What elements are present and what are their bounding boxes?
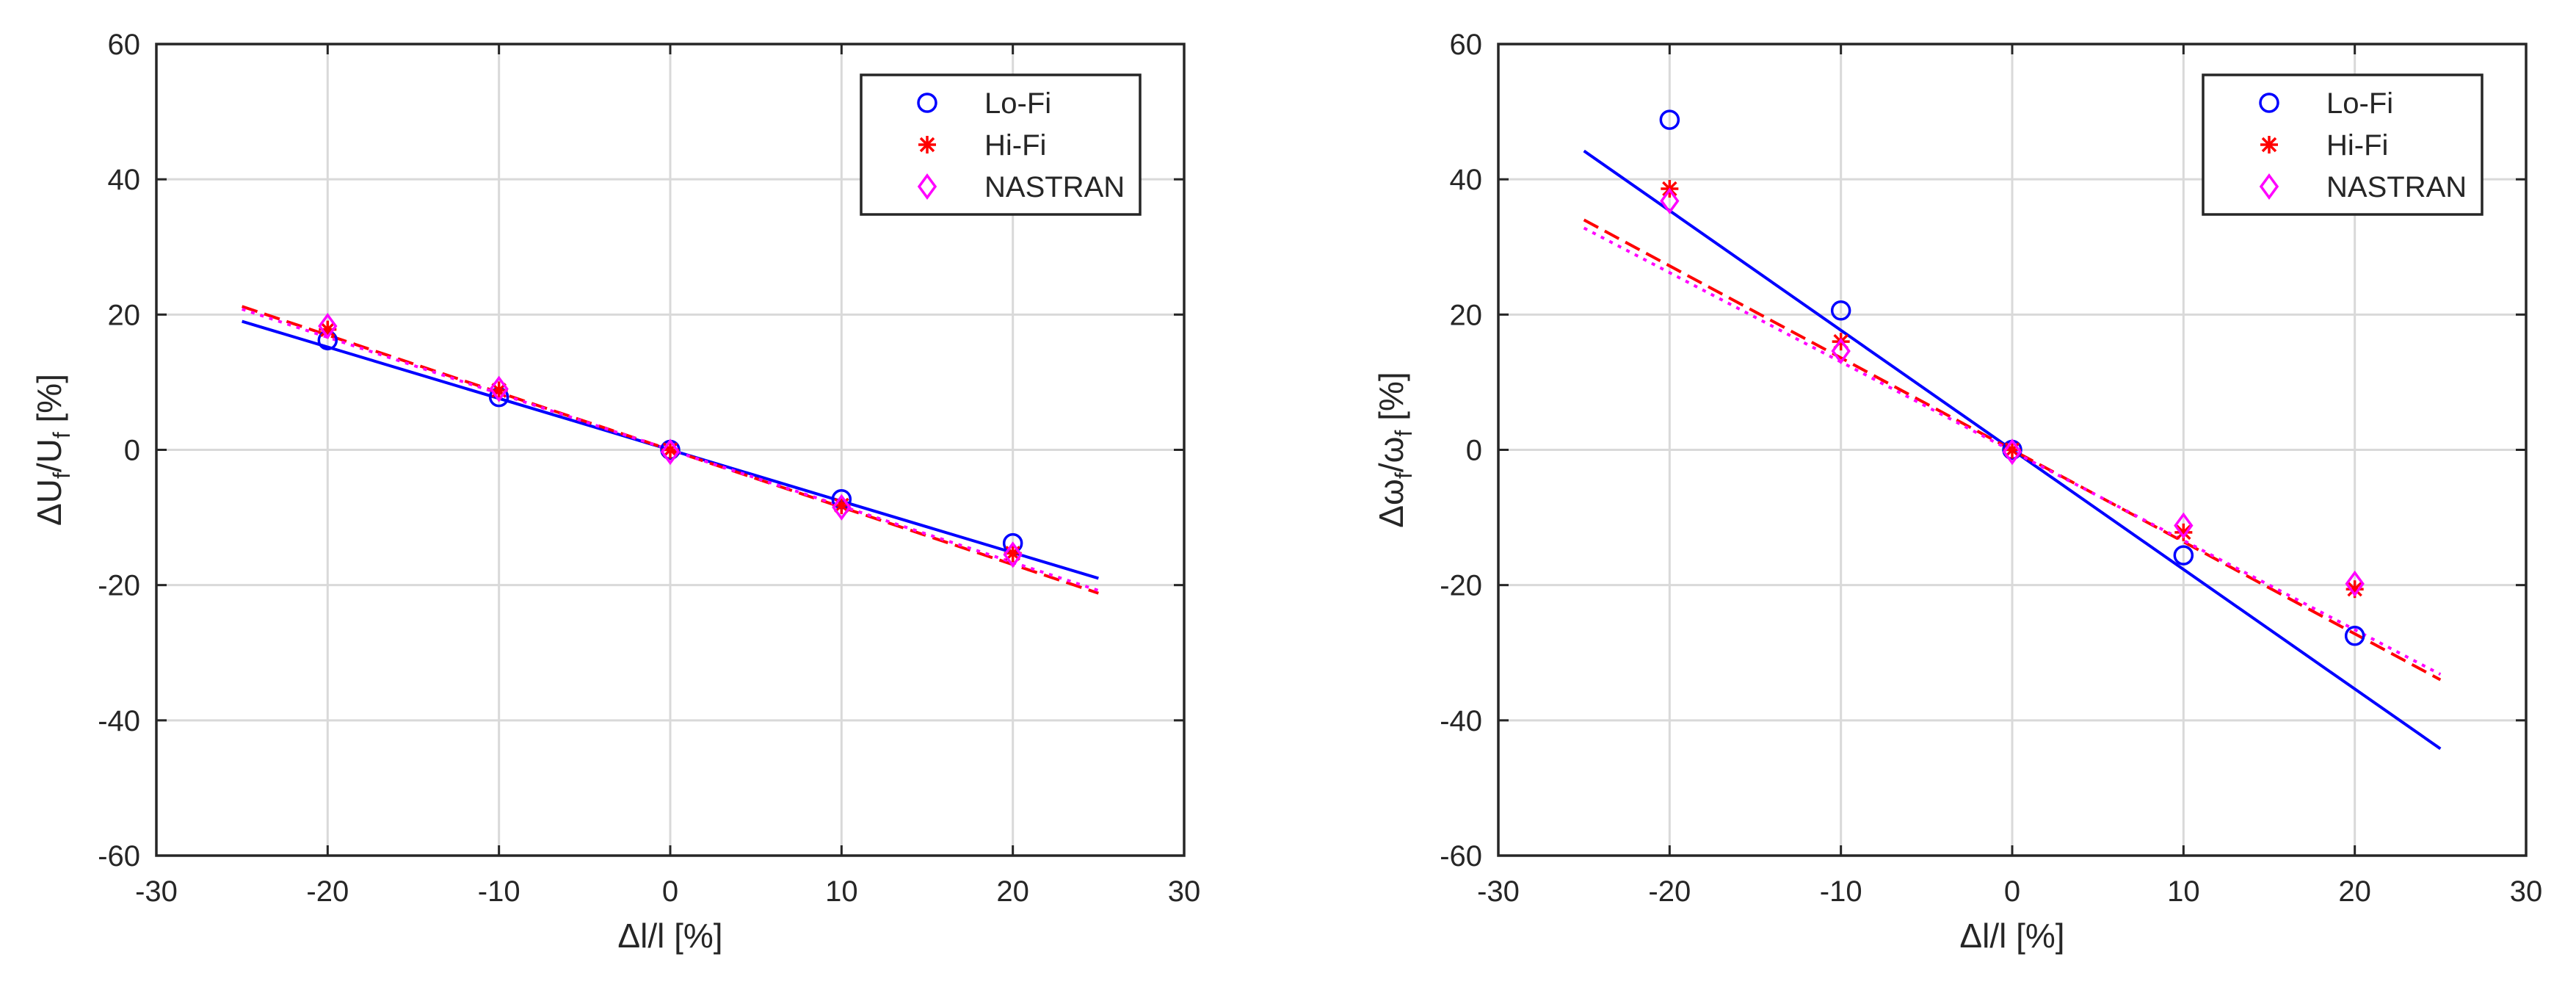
x-tick-label: 10 <box>2167 875 2200 908</box>
legend-label: Lo-Fi <box>984 87 1051 120</box>
x-tick-label: 20 <box>2338 875 2371 908</box>
x-tick-label: -20 <box>306 875 349 908</box>
point-lo-fi <box>1830 300 1851 321</box>
point-nastran <box>1660 187 1680 214</box>
x-tick-label: 30 <box>2510 875 2543 908</box>
point-nastran <box>489 375 509 402</box>
point-lo-fi <box>2173 545 2194 566</box>
y-tick-label: -20 <box>98 570 140 602</box>
fit-line-nastran <box>1583 226 2442 676</box>
y-tick-label: 20 <box>108 299 141 331</box>
point-lo-fi <box>2344 625 2365 646</box>
y-axis-label: ΔUf/Uf [%] <box>30 374 75 526</box>
y-axis-label: Δωf/ωf [%] <box>1372 372 1417 527</box>
y-tick-label: -60 <box>1440 840 1482 872</box>
point-nastran <box>318 313 338 339</box>
x-tick-label: -30 <box>1477 875 1520 908</box>
legend-marker-nastran <box>2259 173 2279 200</box>
point-nastran <box>1003 541 1023 568</box>
fit-line-hi-fi <box>1583 218 2442 682</box>
legend-label: NASTRAN <box>2326 171 2467 203</box>
point-nastran <box>1831 338 1851 365</box>
point-nastran <box>2002 438 2022 466</box>
x-tick-label: 0 <box>2004 875 2020 908</box>
legend-marker-lo-fi <box>917 93 937 113</box>
y-tick-label: -40 <box>1440 705 1482 737</box>
legend-label: NASTRAN <box>984 171 1125 203</box>
x-tick-label: -30 <box>135 875 178 908</box>
point-nastran <box>832 494 852 521</box>
x-tick-label: 0 <box>662 875 678 908</box>
legend-label: Hi-Fi <box>984 129 1046 162</box>
point-nastran <box>660 438 681 466</box>
x-axis-label: Δl/l [%] <box>617 917 722 955</box>
x-tick-label: -10 <box>1820 875 1862 908</box>
x-tick-label: 20 <box>996 875 1029 908</box>
legend-label: Hi-Fi <box>2326 129 2388 162</box>
legend-marker-hi-fi <box>2260 136 2278 153</box>
y-tick-label: 60 <box>108 29 141 61</box>
x-tick-label: 30 <box>1168 875 1201 908</box>
point-nastran <box>2174 512 2194 539</box>
y-tick-label: 0 <box>1466 435 1482 467</box>
point-lo-fi <box>1659 109 1680 130</box>
legend-label: Lo-Fi <box>2326 87 2393 120</box>
y-tick-label: 0 <box>124 435 140 467</box>
legend: Lo-Fi Hi-Fi NASTRAN <box>860 73 1142 216</box>
x-tick-label: -20 <box>1648 875 1691 908</box>
x-tick-label: -10 <box>478 875 520 908</box>
y-tick-label: 20 <box>1450 299 1483 331</box>
y-tick-label: -60 <box>98 840 140 872</box>
y-tick-label: -40 <box>98 705 140 737</box>
legend-marker-lo-fi <box>2259 93 2279 113</box>
legend: Lo-Fi Hi-Fi NASTRAN <box>2202 73 2484 216</box>
legend-marker-nastran <box>917 173 937 200</box>
y-tick-label: -20 <box>1440 570 1482 602</box>
chart-panel-2: -30 -20 -10 0 10 20 30 -60 -40 -20 0 20 40 60 Δl/l [%]… <box>1372 29 2542 955</box>
point-nastran <box>2345 570 2365 597</box>
y-tick-label: 40 <box>108 164 141 196</box>
y-tick-label: 40 <box>1450 164 1483 196</box>
chart-panel-1: -30 -20 -10 0 10 20 30 -60 -40 -20 0 20 40 60 Δl/l [%]… <box>30 29 1200 955</box>
x-axis-label: Δl/l [%] <box>1959 917 2064 955</box>
legend-marker-hi-fi <box>918 136 936 153</box>
y-tick-label: 60 <box>1450 29 1483 61</box>
x-tick-label: 10 <box>825 875 858 908</box>
